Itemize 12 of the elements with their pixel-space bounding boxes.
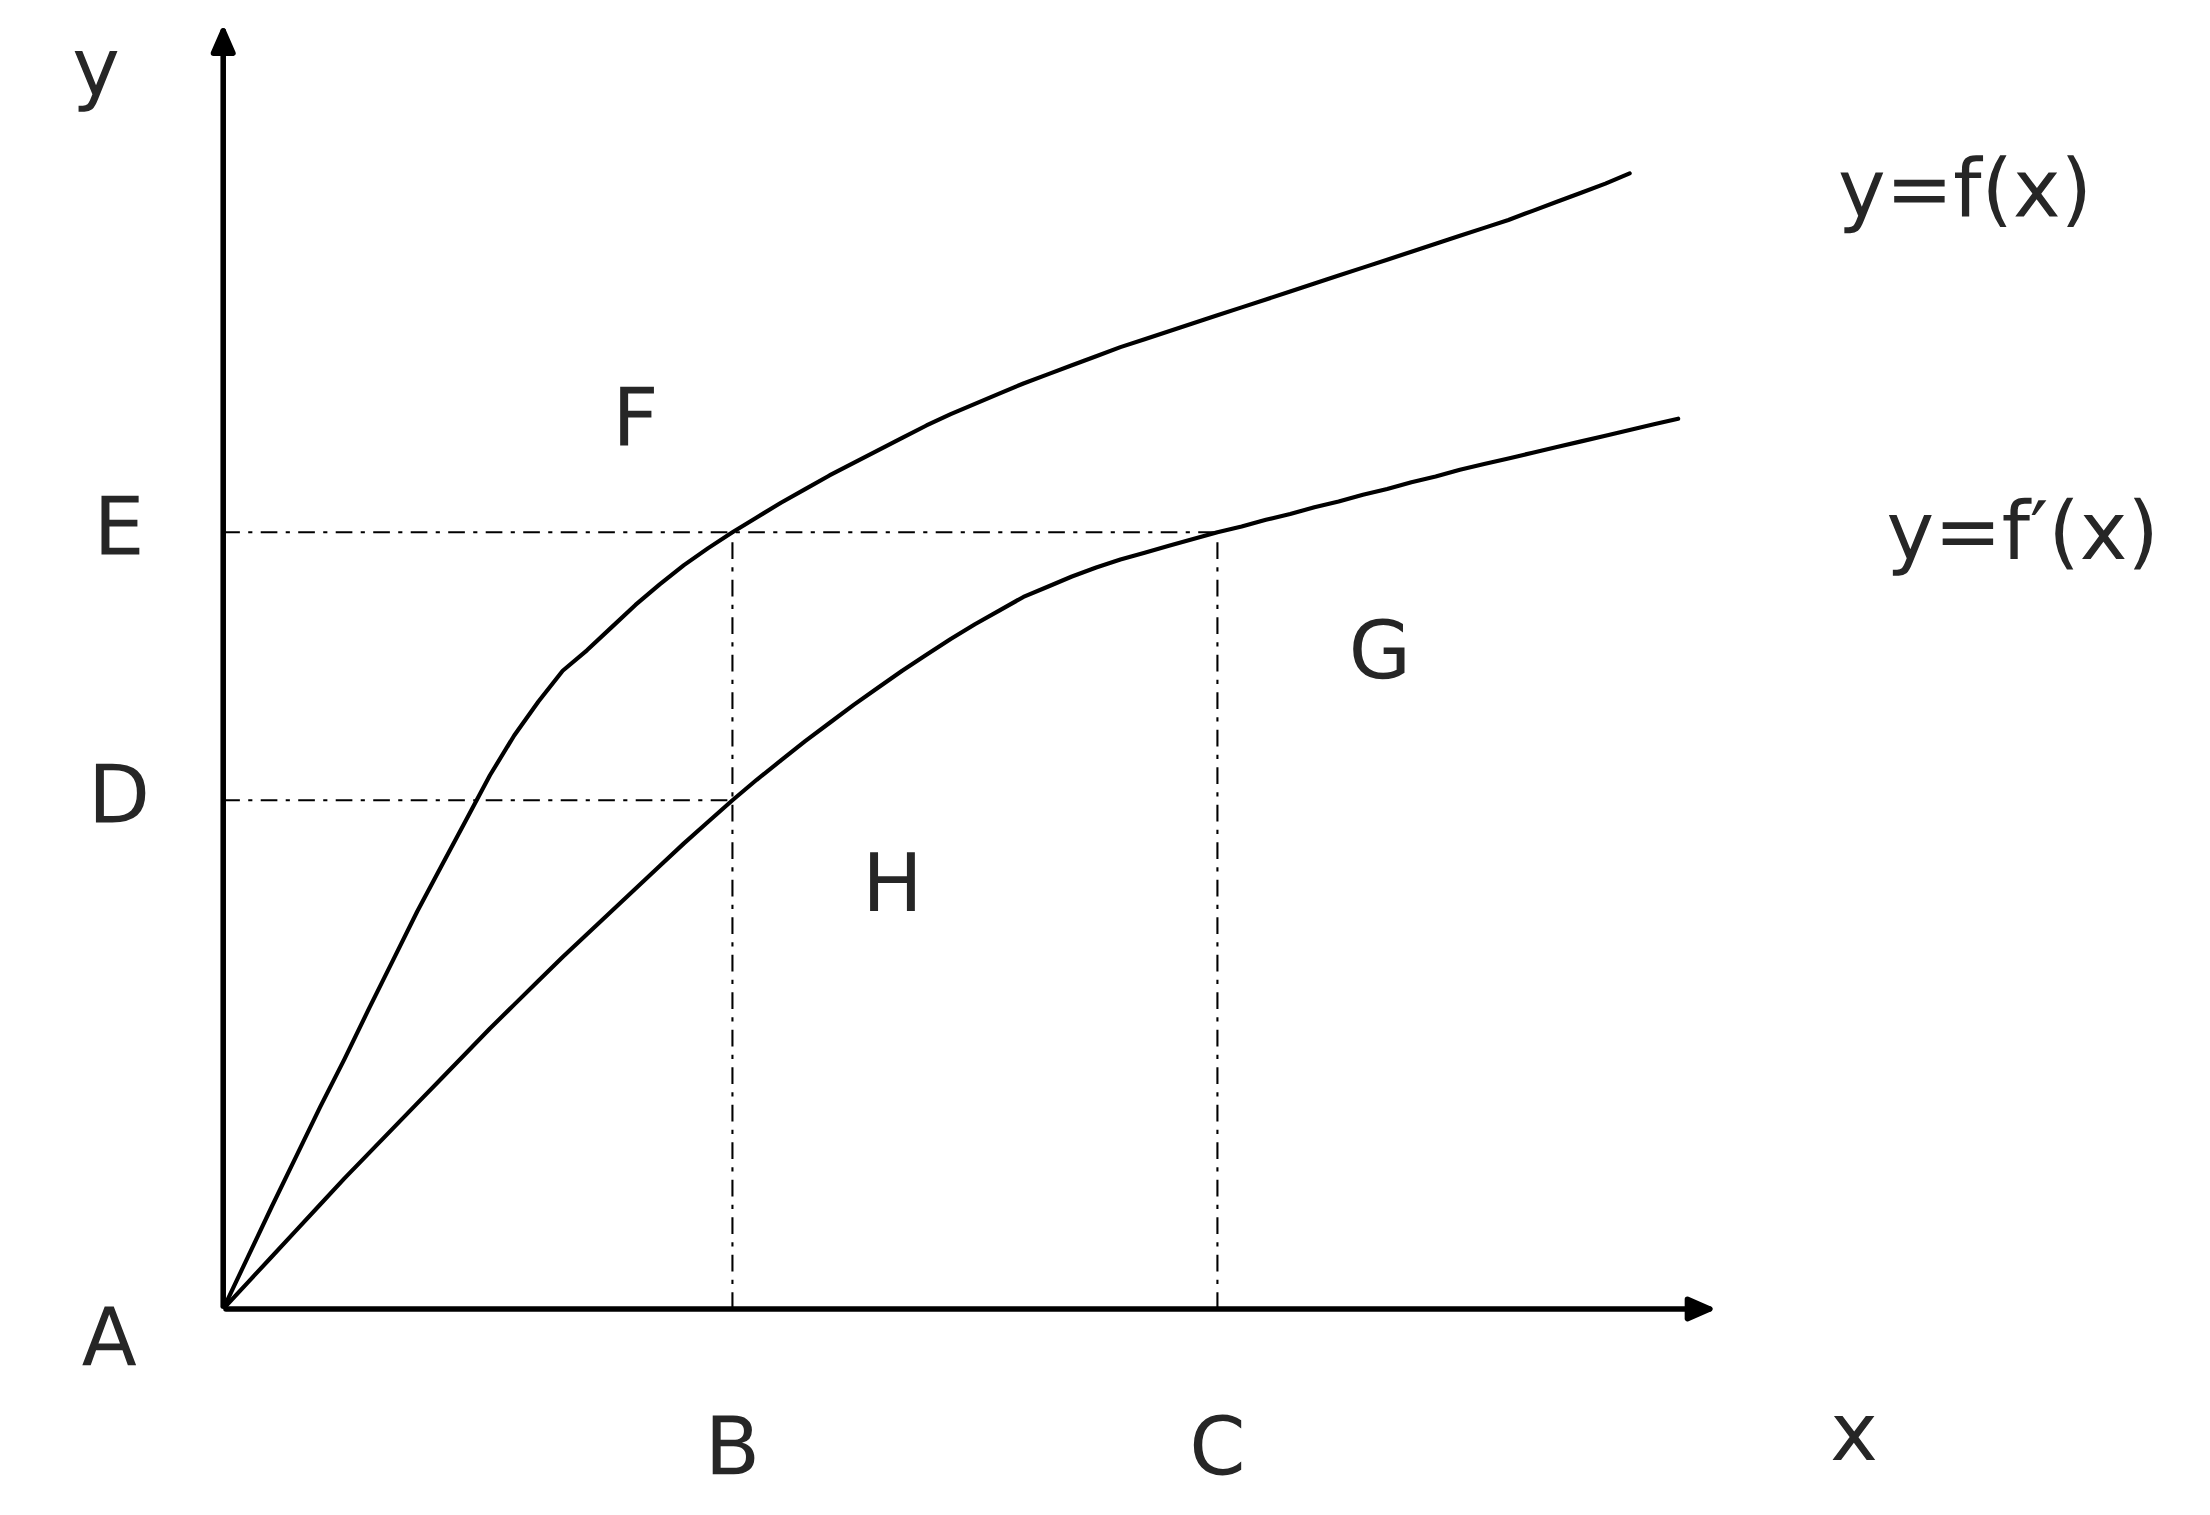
y-axis-title: y	[74, 50, 118, 112]
text: A	[82, 1306, 137, 1366]
x-axis-title: x	[1832, 1415, 1876, 1460]
text: y=f′(x)	[1888, 497, 2152, 576]
x-tick-label: C	[1193, 1414, 1242, 1476]
text: y=f(x)	[1840, 155, 2086, 234]
x-tick-label: B	[712, 1415, 755, 1475]
ref-line-label: D	[95, 763, 146, 823]
annotation: H	[870, 852, 915, 912]
ref-line-label: E	[101, 495, 140, 555]
annotation: F	[620, 386, 654, 446]
annotation: G	[1353, 618, 1405, 680]
